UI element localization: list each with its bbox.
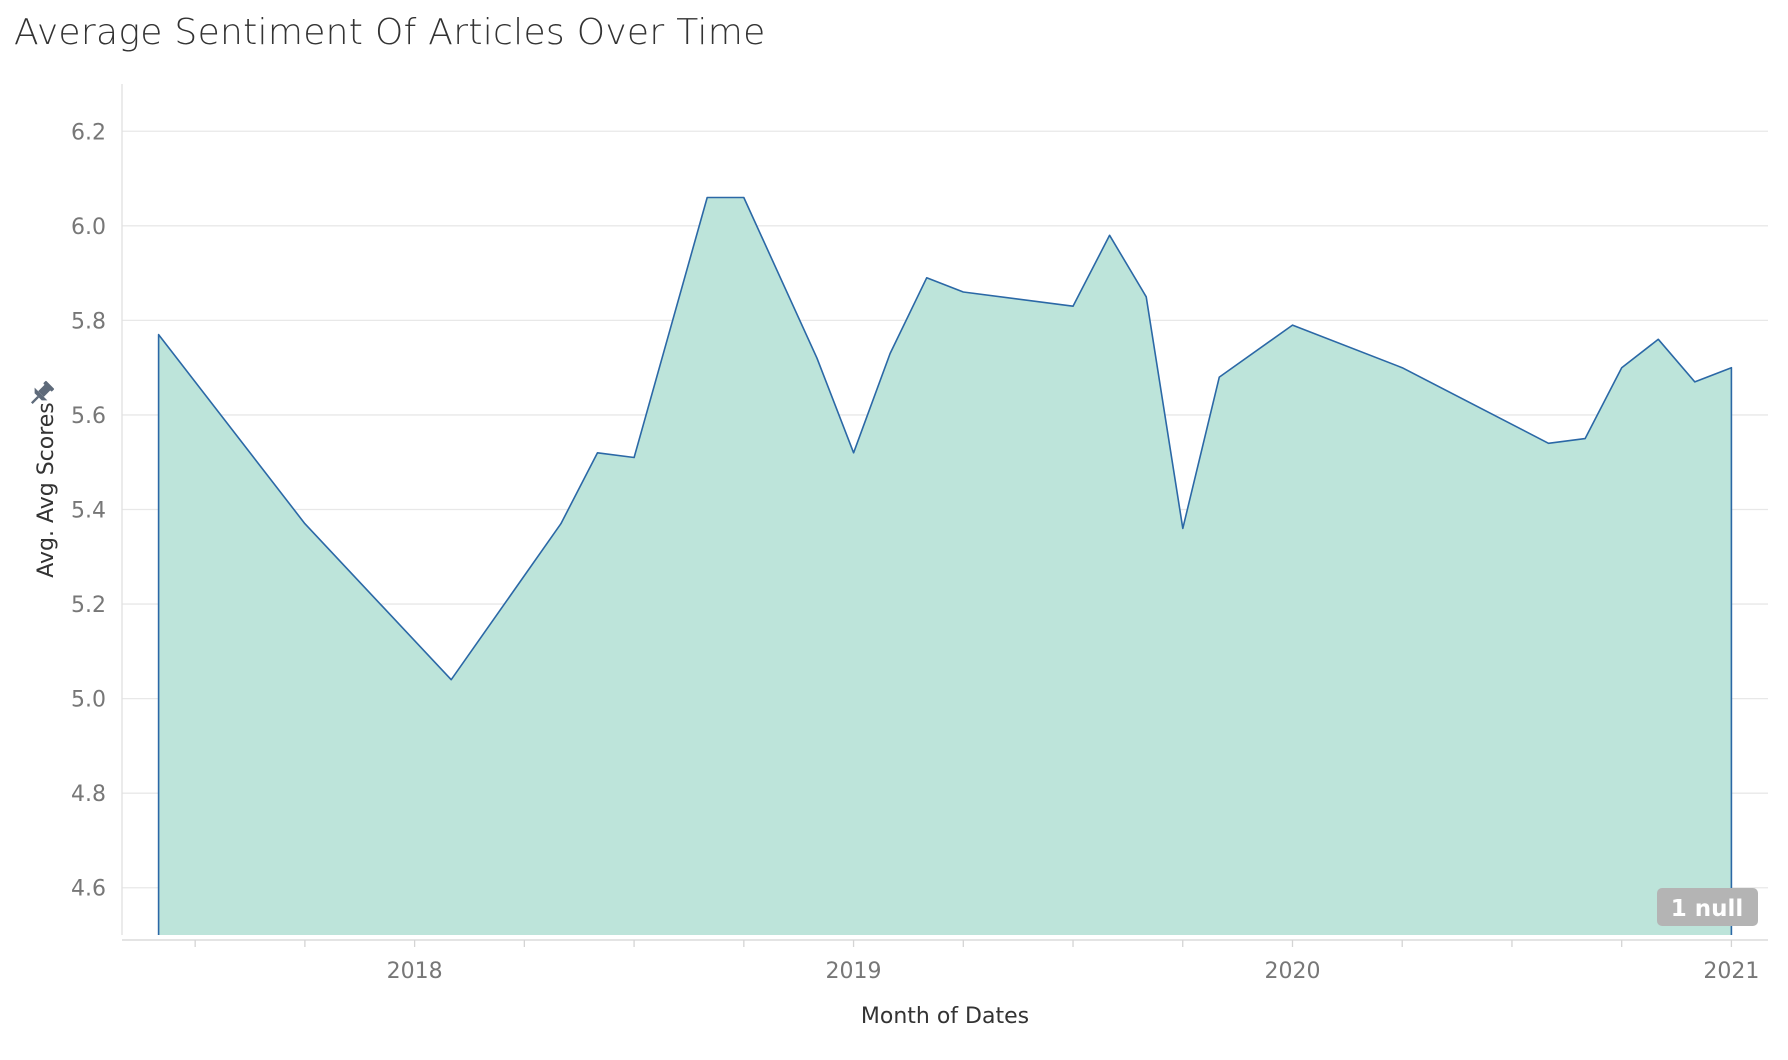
data-point[interactable]: [152, 328, 166, 342]
data-point[interactable]: [298, 517, 312, 531]
y-axis-ticks: 4.6 4.8 5.0 5.2 5.4 5.6 5.8 6.0 6.2: [71, 120, 106, 901]
data-point[interactable]: [1724, 361, 1738, 375]
y-tick-label: 4.6: [71, 877, 106, 902]
y-tick-label: 6.2: [71, 120, 106, 145]
y-tick-label: 5.4: [71, 499, 106, 524]
y-tick-label: 5.0: [71, 688, 106, 713]
area-fill[interactable]: [158, 197, 1732, 936]
data-point[interactable]: [591, 446, 605, 460]
plot-area[interactable]: [152, 190, 1739, 935]
data-point[interactable]: [1615, 361, 1629, 375]
data-point[interactable]: [810, 351, 824, 365]
data-point[interactable]: [956, 285, 970, 299]
data-point[interactable]: [1688, 375, 1702, 389]
x-tick-label: 2020: [1264, 959, 1320, 984]
data-point[interactable]: [920, 271, 934, 285]
data-point[interactable]: [737, 190, 751, 204]
y-axis-title-group: Avg. Avg Scores: [34, 402, 59, 578]
data-point[interactable]: [1066, 299, 1080, 313]
y-tick-label: 5.6: [71, 404, 106, 429]
data-point[interactable]: [1176, 521, 1190, 535]
data-point[interactable]: [847, 446, 861, 460]
series-line[interactable]: [157, 196, 1733, 936]
data-point[interactable]: [700, 190, 714, 204]
null-indicator-badge[interactable]: [1657, 888, 1758, 926]
y-tick-label: 5.2: [71, 593, 106, 618]
null-indicator-label[interactable]: 1 null: [1671, 896, 1744, 922]
x-tick-label: 2019: [826, 959, 882, 984]
data-point[interactable]: [883, 346, 897, 360]
y-tick-label: 5.8: [71, 309, 106, 334]
data-point[interactable]: [554, 517, 568, 531]
data-point[interactable]: [1285, 318, 1299, 332]
y-axis-title: Avg. Avg Scores: [34, 402, 59, 578]
y-tick-label: 6.0: [71, 215, 106, 240]
y-tick-label: 4.8: [71, 782, 106, 807]
data-point[interactable]: [1395, 361, 1409, 375]
x-axis-ticks: 2018 2019 2020 2021: [194, 940, 1759, 984]
data-point[interactable]: [1103, 228, 1117, 242]
x-tick-label: 2021: [1703, 959, 1759, 984]
chart-title: Average Sentiment Of Articles Over Time: [14, 12, 766, 53]
data-point[interactable]: [1139, 290, 1153, 304]
data-point[interactable]: [1542, 436, 1556, 450]
x-tick-label: 2018: [387, 959, 443, 984]
x-axis-title: Month of Dates: [861, 1004, 1029, 1029]
data-point[interactable]: [1212, 370, 1226, 384]
null-indicator[interactable]: 1 null: [1657, 888, 1758, 926]
data-point[interactable]: [1578, 432, 1592, 446]
axes: [121, 84, 1768, 941]
data-point[interactable]: [444, 673, 458, 687]
data-point[interactable]: [1651, 332, 1665, 346]
data-point[interactable]: [627, 450, 641, 464]
